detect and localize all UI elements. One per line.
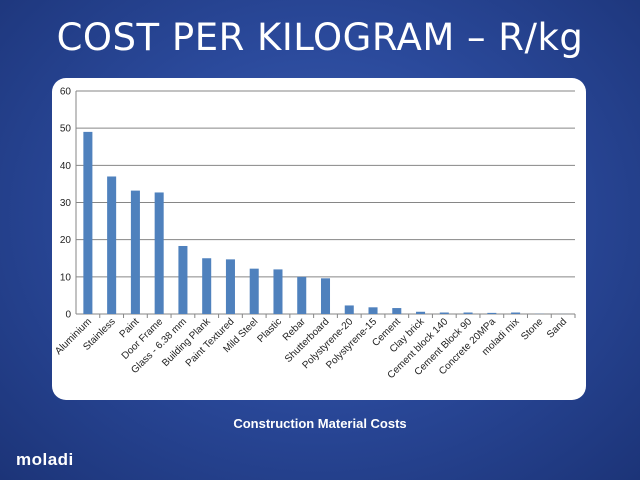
slide-title: COST PER KILOGRAM – R/kg [56, 16, 584, 59]
y-tick-label: 30 [60, 198, 72, 209]
bar-4 [178, 245, 188, 314]
brand-logo: moladi [16, 450, 74, 469]
y-tick-label: 40 [60, 161, 72, 172]
bar-13 [392, 308, 402, 314]
bar-5 [202, 258, 212, 314]
y-tick-label: 60 [60, 87, 72, 98]
y-tick-label: 50 [60, 124, 72, 135]
bar-11 [344, 305, 354, 314]
bar-3 [154, 192, 164, 314]
x-category-label: Plastic [255, 316, 284, 345]
bar-6 [225, 259, 235, 314]
y-tick-label: 0 [65, 310, 71, 321]
y-tick-label: 20 [60, 235, 72, 246]
bar-10 [320, 278, 331, 314]
bar-8 [273, 269, 283, 314]
bar-9 [297, 276, 307, 314]
chart-caption: Construction Material Costs [233, 416, 407, 431]
chart-card: 0 10 20 30 40 50 60 Aluminium Stainless Paint Door… [52, 78, 586, 400]
bar-18 [511, 312, 521, 314]
bar-12 [368, 307, 378, 314]
bar-14 [416, 311, 426, 314]
bar-17 [487, 312, 497, 314]
bar-7 [249, 268, 259, 314]
bar-2 [130, 190, 140, 314]
y-tick-label: 10 [60, 272, 72, 283]
x-category-label: Stone [519, 316, 546, 343]
bar-1 [107, 176, 117, 314]
bar-16 [463, 312, 473, 314]
x-category-label: Sand [545, 316, 569, 340]
bar-0 [83, 131, 93, 314]
bar-15 [439, 312, 449, 314]
